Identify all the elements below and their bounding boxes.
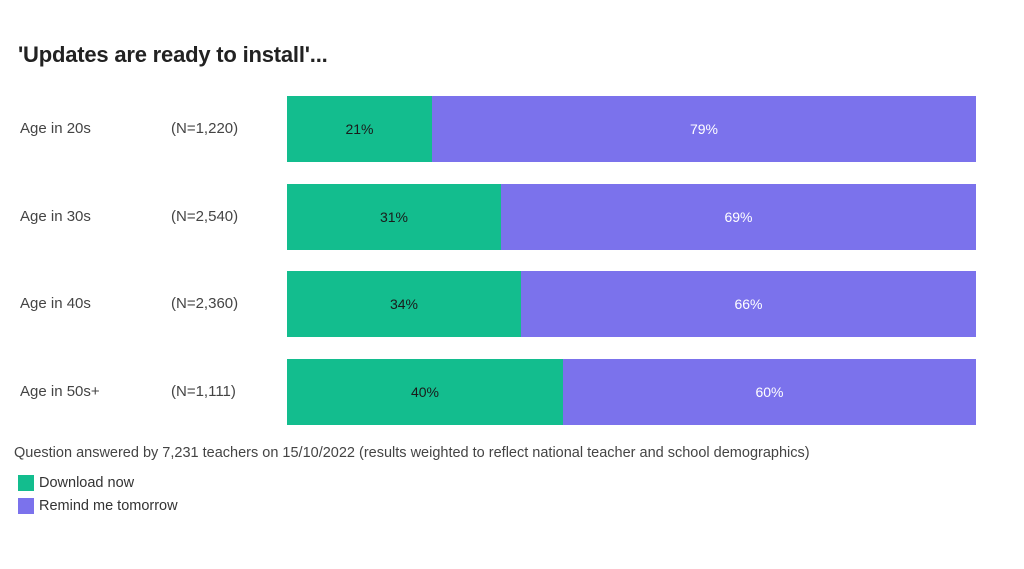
survey-note: Question answered by 7,231 teachers on 1… xyxy=(14,445,810,461)
category-label-20s: Age in 20s xyxy=(20,120,91,137)
legend-label-download: Download now xyxy=(39,475,135,491)
legend-swatch-download xyxy=(18,475,34,491)
data-label-download-50s-plus: 40% xyxy=(410,383,440,400)
bar-download-20s: 21% xyxy=(287,96,432,162)
data-label-download-30s: 31% xyxy=(379,208,409,225)
category-label-40s: Age in 40s xyxy=(20,295,91,312)
bar-area: 21% 79% 31% 69% 34% 66% 40% 60% xyxy=(287,0,976,569)
data-label-remind-30s: 69% xyxy=(724,208,753,225)
legend-item-download: Download now xyxy=(18,475,134,491)
data-label-download-40s: 34% xyxy=(389,296,419,312)
data-label-remind-20s: 79% xyxy=(689,121,719,137)
bar-download-30s: 31% xyxy=(287,183,501,250)
category-label-50s-plus: Age in 50s+ xyxy=(20,382,100,400)
data-label-remind-40s: 66% xyxy=(734,296,763,312)
bar-download-50s-plus: 40% xyxy=(287,358,563,425)
bar-remind-20s: 79% xyxy=(432,96,976,162)
data-label-download-20s: 21% xyxy=(345,121,374,137)
sample-size-20s: (N=1,220) xyxy=(171,120,239,137)
legend-swatch-remind xyxy=(18,498,34,514)
bar-download-40s: 34% xyxy=(287,271,521,337)
chart-title: 'Updates are ready to install'... xyxy=(18,42,328,67)
bar-remind-40s: 66% xyxy=(521,271,976,337)
category-label-30s: Age in 30s xyxy=(20,207,91,225)
sample-size-50s-plus: (N=1,111) xyxy=(171,382,236,400)
legend-label-remind: Remind me tomorrow xyxy=(39,498,178,514)
data-label-remind-50s-plus: 60% xyxy=(755,383,784,400)
sample-size-40s: (N=2,360) xyxy=(171,295,239,312)
legend-item-remind: Remind me tomorrow xyxy=(18,498,178,514)
bar-remind-30s: 69% xyxy=(501,183,976,250)
bar-remind-50s-plus: 60% xyxy=(563,358,976,425)
sample-size-30s: (N=2,540) xyxy=(171,207,239,225)
